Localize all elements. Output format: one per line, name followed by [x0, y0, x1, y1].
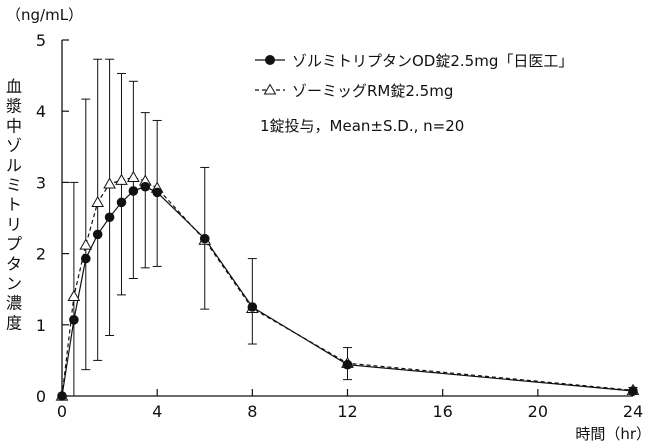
y-axis-title-char: ゾ: [6, 136, 22, 155]
legend-marker-series-2: [263, 83, 277, 95]
y-axis-title-char: ン: [6, 274, 22, 293]
x-tick-label: 4: [152, 402, 162, 421]
y-axis-title-char: 漿: [6, 97, 22, 116]
y-axis-title-char: タ: [6, 254, 22, 273]
y-tick-label: 3: [36, 173, 46, 192]
y-tick-label: 0: [36, 387, 46, 406]
legend: ゾルミトリプタンOD錠2.5mg「日医工」 ゾーミッグRM錠2.5mg: [255, 52, 573, 100]
y-axis-title-char: ト: [6, 195, 22, 214]
y-axis-title-char: ル: [6, 156, 22, 175]
x-tick-label: 0: [57, 402, 67, 421]
legend-marker-series-1: [265, 55, 275, 65]
point-series-1: [69, 315, 79, 325]
data-markers: [55, 170, 640, 401]
error-bars: [69, 58, 638, 397]
point-series-1: [57, 391, 67, 401]
point-series-2: [127, 170, 140, 183]
x-tick-label: 8: [247, 402, 257, 421]
point-series-2: [91, 195, 105, 207]
legend-label-series-2: ゾーミッグRM錠2.5mg: [292, 82, 453, 100]
point-series-2: [103, 177, 116, 189]
point-series-1: [247, 302, 258, 312]
y-axis-title-char: 中: [6, 116, 22, 135]
x-tick-label: 24: [623, 402, 643, 421]
point-series-2: [115, 173, 128, 185]
y-axis-title-char: 度: [6, 313, 22, 332]
legend-label-series-1: ゾルミトリプタンOD錠2.5mg「日医工」: [292, 52, 573, 70]
y-tick-label: 1: [36, 316, 46, 335]
point-series-1: [199, 233, 210, 244]
x-tick-label: 16: [432, 402, 452, 421]
y-axis-title-char: リ: [6, 215, 22, 234]
y-tick-label: 5: [36, 31, 46, 50]
y-axis-title-char: プ: [6, 235, 22, 254]
x-axis-title: 時間（hr）: [575, 425, 651, 443]
y-unit-label: （ng/mL）: [6, 6, 83, 24]
y-axis-title-char: ミ: [6, 176, 22, 195]
point-series-1: [152, 187, 162, 198]
x-tick-label: 20: [528, 402, 548, 421]
y-tick-label: 4: [36, 102, 46, 121]
point-series-1: [128, 186, 139, 196]
y-axis-title-char: 濃: [6, 294, 22, 313]
point-series-1: [116, 197, 127, 208]
point-series-1: [80, 253, 91, 264]
chart-note: 1錠投与，Mean±S.D., n=20: [260, 117, 464, 135]
point-series-1: [140, 181, 151, 192]
point-series-1: [104, 212, 115, 223]
point-series-1: [342, 359, 353, 370]
point-series-1: [92, 229, 103, 240]
point-series-2: [67, 289, 81, 301]
point-series-2: [79, 238, 93, 250]
y-axis-title-char: 血: [6, 77, 22, 96]
point-series-1: [628, 386, 638, 396]
axes: [61, 39, 634, 397]
x-tick-label: 12: [337, 402, 357, 421]
y-tick-label: 2: [36, 245, 46, 264]
